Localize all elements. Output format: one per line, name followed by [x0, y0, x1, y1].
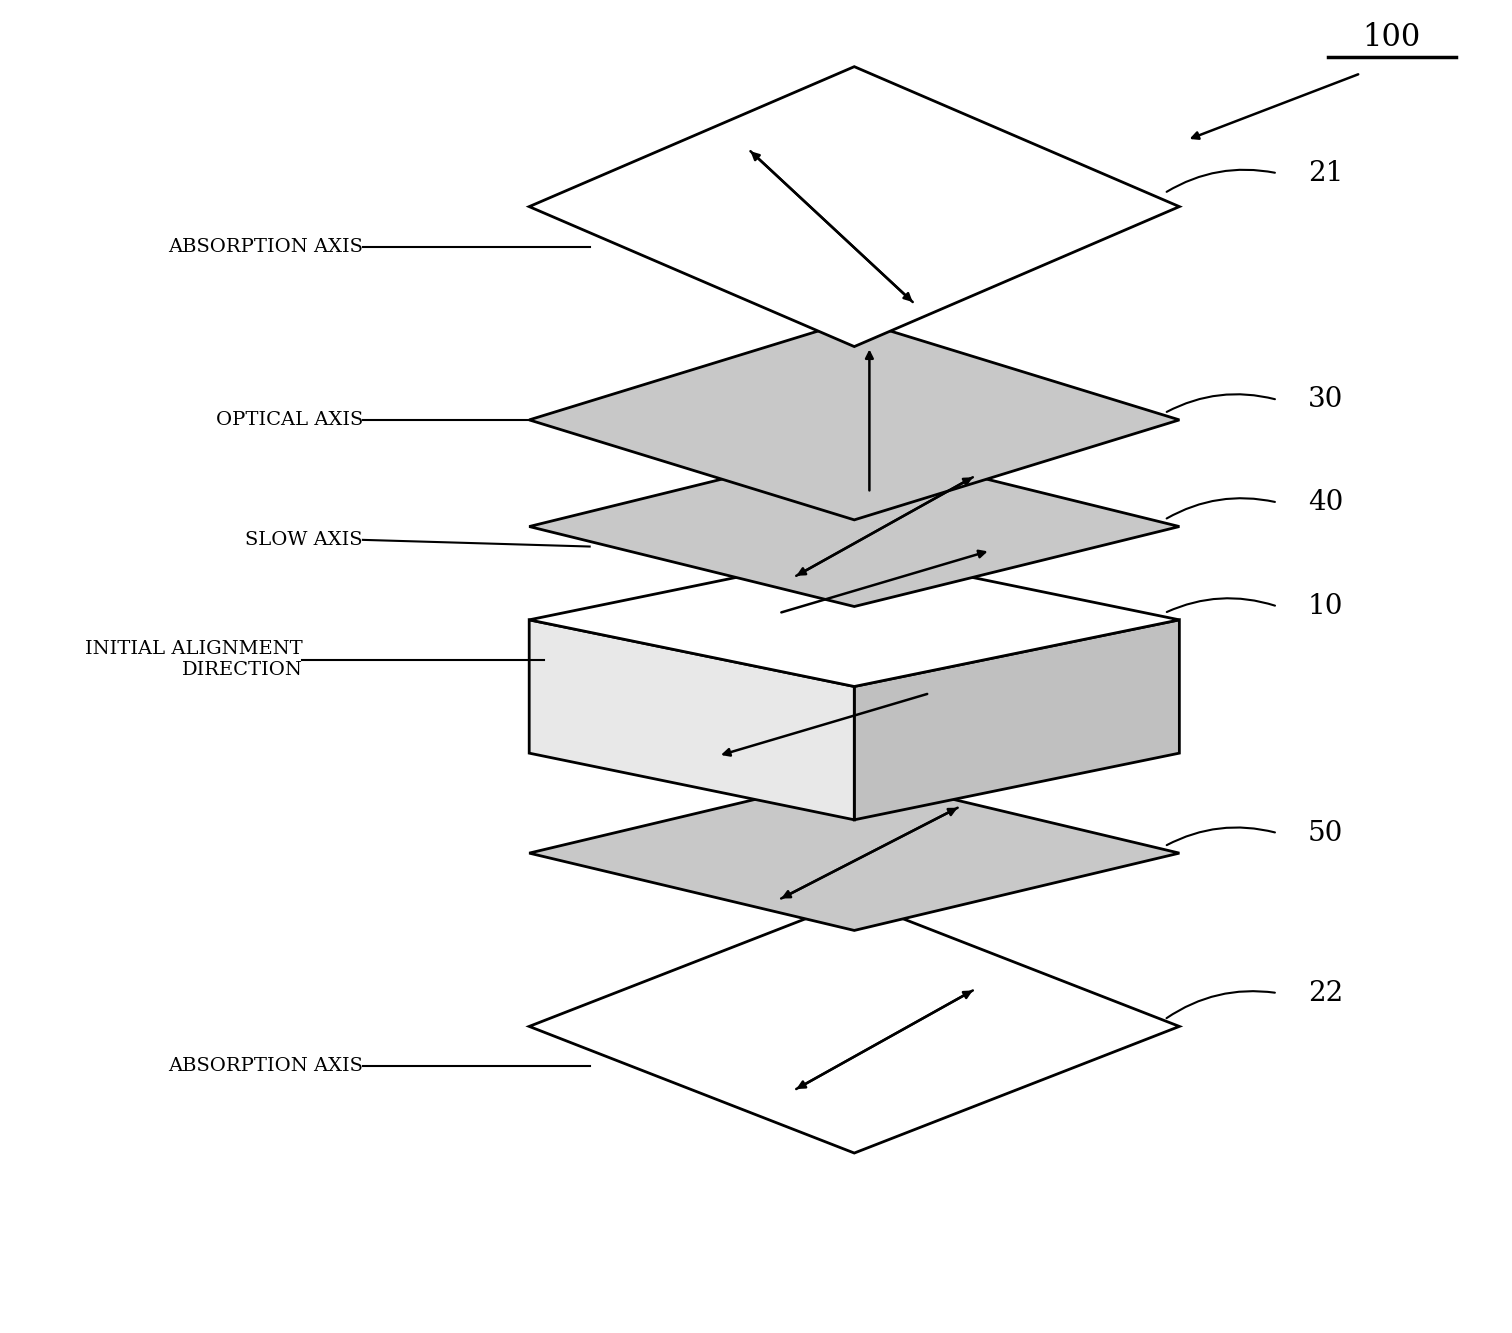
- Polygon shape: [529, 776, 1179, 930]
- Text: 22: 22: [1308, 980, 1343, 1006]
- Polygon shape: [529, 320, 1179, 520]
- Polygon shape: [529, 67, 1179, 347]
- Text: 40: 40: [1308, 489, 1343, 516]
- Text: 30: 30: [1308, 387, 1343, 413]
- Text: 100: 100: [1362, 23, 1420, 53]
- Polygon shape: [529, 553, 1179, 686]
- Text: OPTICAL AXIS: OPTICAL AXIS: [216, 411, 363, 429]
- Polygon shape: [529, 620, 854, 820]
- Text: ABSORPTION AXIS: ABSORPTION AXIS: [168, 1057, 363, 1076]
- Text: 50: 50: [1308, 820, 1343, 846]
- Text: INITIAL ALIGNMENT
DIRECTION: INITIAL ALIGNMENT DIRECTION: [85, 640, 302, 680]
- Text: ABSORPTION AXIS: ABSORPTION AXIS: [168, 237, 363, 256]
- Text: 10: 10: [1308, 593, 1343, 620]
- Text: 21: 21: [1308, 160, 1343, 187]
- Text: SLOW AXIS: SLOW AXIS: [245, 531, 363, 549]
- Polygon shape: [854, 620, 1179, 820]
- Polygon shape: [529, 900, 1179, 1153]
- Polygon shape: [529, 447, 1179, 607]
